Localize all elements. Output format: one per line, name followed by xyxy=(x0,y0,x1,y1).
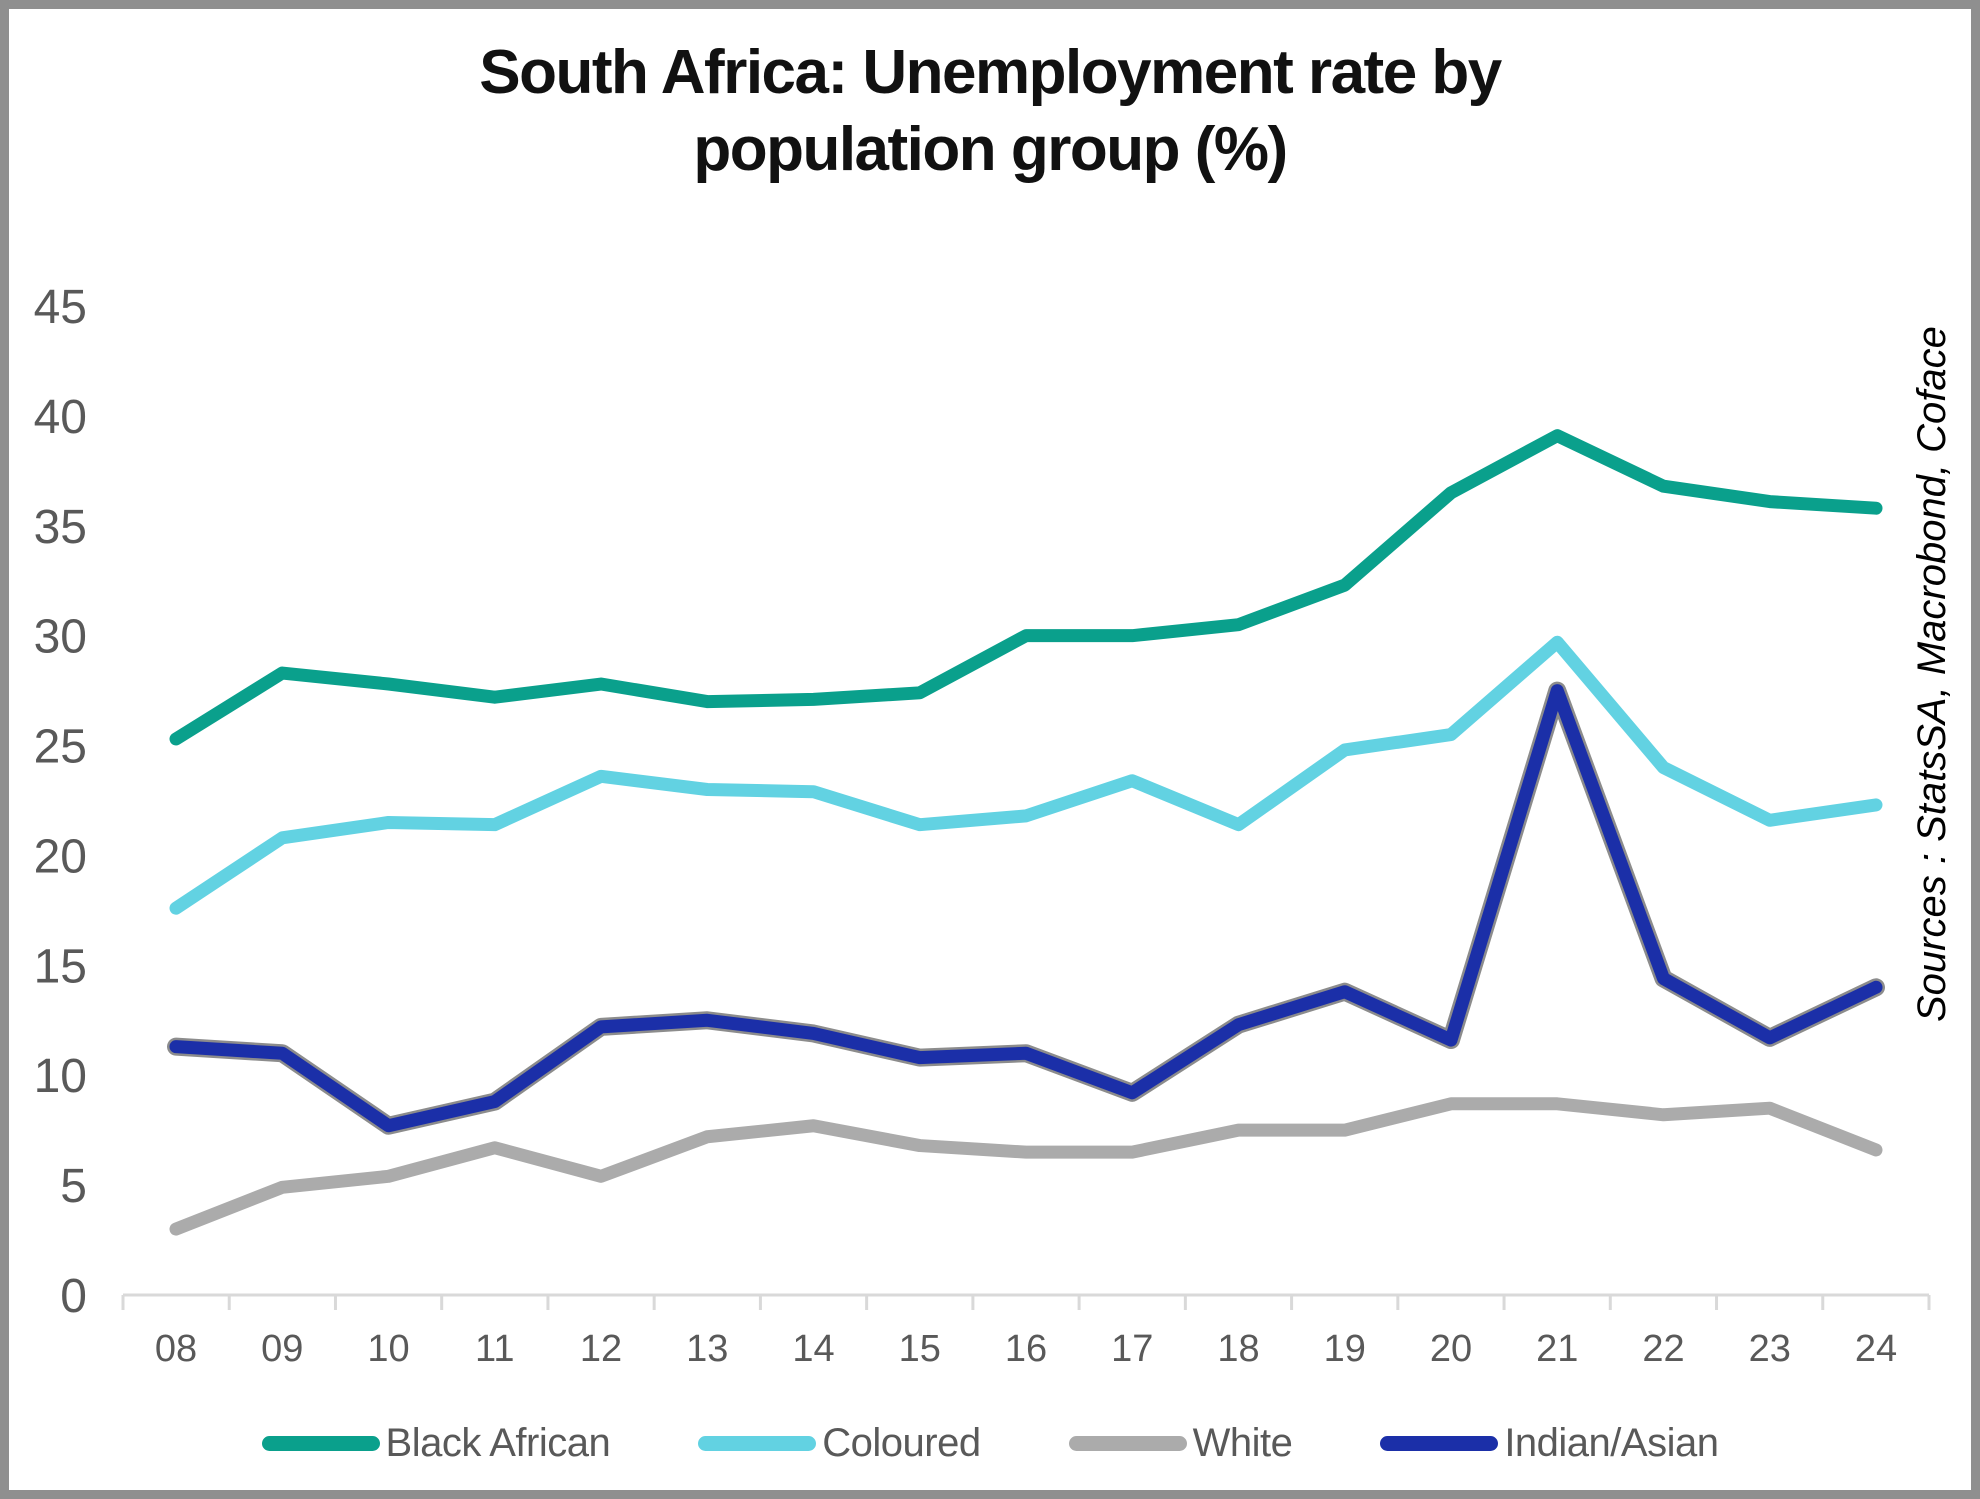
x-axis-label-22: 22 xyxy=(1642,1328,1684,1370)
legend-swatch-white xyxy=(1068,1436,1187,1451)
series-line-coloured xyxy=(169,635,1883,915)
y-axis-label-10: 10 xyxy=(34,1050,87,1103)
chart-legend: Black African Coloured White Indian/Asia… xyxy=(9,1421,1971,1466)
x-axis-label-20: 20 xyxy=(1430,1328,1472,1370)
x-axis-label-17: 17 xyxy=(1111,1328,1153,1370)
x-axis-label-21: 21 xyxy=(1536,1328,1578,1370)
x-axis-label-10: 10 xyxy=(367,1328,409,1370)
source-note: Sources : StatsSA, Macrobond, Coface xyxy=(1910,326,1954,1022)
x-axis-label-18: 18 xyxy=(1217,1328,1259,1370)
x-axis-label-23: 23 xyxy=(1749,1328,1791,1370)
legend-item-coloured: Coloured xyxy=(698,1421,981,1466)
chart-title-line1: South Africa: Unemployment rate by xyxy=(479,38,1502,107)
x-axis-label-13: 13 xyxy=(686,1328,728,1370)
y-axis-label-5: 5 xyxy=(60,1160,87,1213)
y-axis-label-30: 30 xyxy=(34,611,87,664)
chart-title-line2: population group (%) xyxy=(693,114,1288,184)
x-axis-label-15: 15 xyxy=(899,1328,941,1370)
series-line-outline-indian-asian xyxy=(167,681,1885,1135)
y-axis-label-20: 20 xyxy=(34,830,87,883)
x-axis-label-16: 16 xyxy=(1005,1328,1047,1370)
legend-label-indian-asian: Indian/Asian xyxy=(1504,1421,1719,1465)
legend-label-black-african: Black African xyxy=(385,1421,611,1465)
legend-label-white: White xyxy=(1192,1421,1293,1465)
x-axis-label-08: 08 xyxy=(155,1328,197,1370)
x-axis-label-24: 24 xyxy=(1855,1328,1897,1370)
series-line-white xyxy=(169,1097,1883,1236)
y-axis-label-0: 0 xyxy=(60,1270,87,1323)
x-axis-label-19: 19 xyxy=(1324,1328,1366,1370)
x-axis-label-11: 11 xyxy=(475,1328,514,1370)
legend-swatch-black-african xyxy=(261,1436,380,1451)
y-axis-label-15: 15 xyxy=(34,940,87,993)
legend-item-indian-asian: Indian/Asian xyxy=(1380,1421,1719,1466)
y-axis-label-40: 40 xyxy=(34,391,87,444)
legend-swatch-coloured xyxy=(698,1436,817,1451)
y-axis-label-35: 35 xyxy=(34,501,87,554)
legend-label-coloured: Coloured xyxy=(822,1421,981,1465)
x-axis-label-09: 09 xyxy=(261,1328,303,1370)
series-line-indian-asian xyxy=(169,684,1883,1133)
line-chart-canvas: 0 5 10 15 20 25 30 35 40 45 08 09 10 11 12 13 14 15 16 17 18… xyxy=(34,281,1931,1370)
y-axis-label-45: 45 xyxy=(34,281,87,334)
y-axis-label-25: 25 xyxy=(34,721,87,774)
series-line-black-african xyxy=(169,429,1883,746)
x-axis-label-12: 12 xyxy=(580,1328,622,1370)
legend-swatch-indian-asian xyxy=(1380,1436,1499,1451)
legend-item-white: White xyxy=(1068,1421,1293,1466)
legend-item-black-african: Black African xyxy=(261,1421,611,1466)
x-axis-label-14: 14 xyxy=(792,1328,834,1370)
chart-title: South Africa: Unemployment rate by popul… xyxy=(9,35,1971,189)
